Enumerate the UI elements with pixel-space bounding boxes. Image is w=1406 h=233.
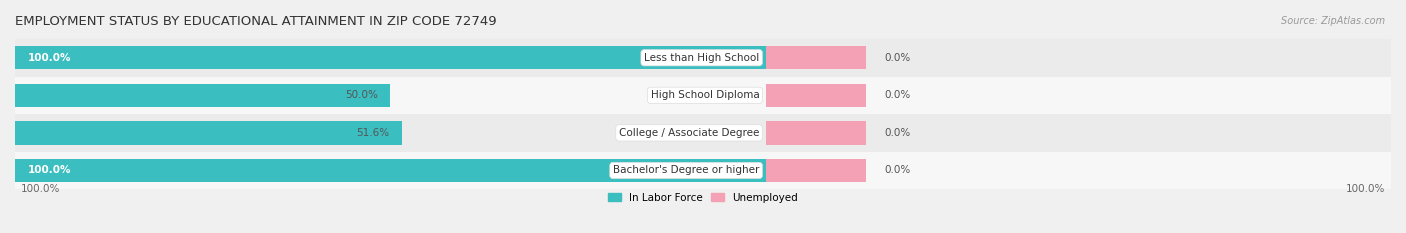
Bar bbox=[15, 159, 765, 182]
Text: Bachelor's Degree or higher: Bachelor's Degree or higher bbox=[613, 165, 759, 175]
Text: 0.0%: 0.0% bbox=[884, 90, 911, 100]
Text: 50.0%: 50.0% bbox=[344, 90, 378, 100]
Bar bbox=[15, 121, 402, 144]
Text: High School Diploma: High School Diploma bbox=[651, 90, 759, 100]
Legend: In Labor Force, Unemployed: In Labor Force, Unemployed bbox=[609, 193, 797, 202]
Text: 100.0%: 100.0% bbox=[28, 53, 72, 63]
Bar bbox=[765, 159, 866, 182]
Text: 100.0%: 100.0% bbox=[28, 165, 72, 175]
Text: Less than High School: Less than High School bbox=[644, 53, 759, 63]
Bar bbox=[15, 152, 1391, 189]
Text: 100.0%: 100.0% bbox=[1346, 184, 1385, 194]
Bar bbox=[15, 46, 765, 69]
Bar bbox=[15, 114, 1391, 152]
Text: 0.0%: 0.0% bbox=[884, 53, 911, 63]
Bar bbox=[765, 84, 866, 107]
Text: EMPLOYMENT STATUS BY EDUCATIONAL ATTAINMENT IN ZIP CODE 72749: EMPLOYMENT STATUS BY EDUCATIONAL ATTAINM… bbox=[15, 15, 496, 28]
Text: 100.0%: 100.0% bbox=[21, 184, 60, 194]
Text: Source: ZipAtlas.com: Source: ZipAtlas.com bbox=[1281, 16, 1385, 26]
Text: 51.6%: 51.6% bbox=[357, 128, 389, 138]
Text: 0.0%: 0.0% bbox=[884, 128, 911, 138]
Bar bbox=[15, 84, 391, 107]
Bar bbox=[765, 46, 866, 69]
Text: 0.0%: 0.0% bbox=[884, 165, 911, 175]
Bar bbox=[15, 39, 1391, 76]
Bar bbox=[15, 76, 1391, 114]
Text: College / Associate Degree: College / Associate Degree bbox=[619, 128, 759, 138]
Bar bbox=[765, 121, 866, 144]
